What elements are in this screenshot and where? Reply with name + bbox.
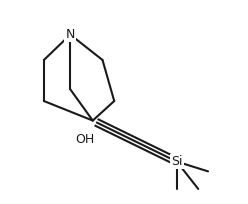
Text: Si: Si [171,155,183,168]
Text: Si: Si [171,155,183,168]
Text: OH: OH [75,133,94,146]
Text: N: N [65,28,75,41]
Text: N: N [65,28,75,41]
